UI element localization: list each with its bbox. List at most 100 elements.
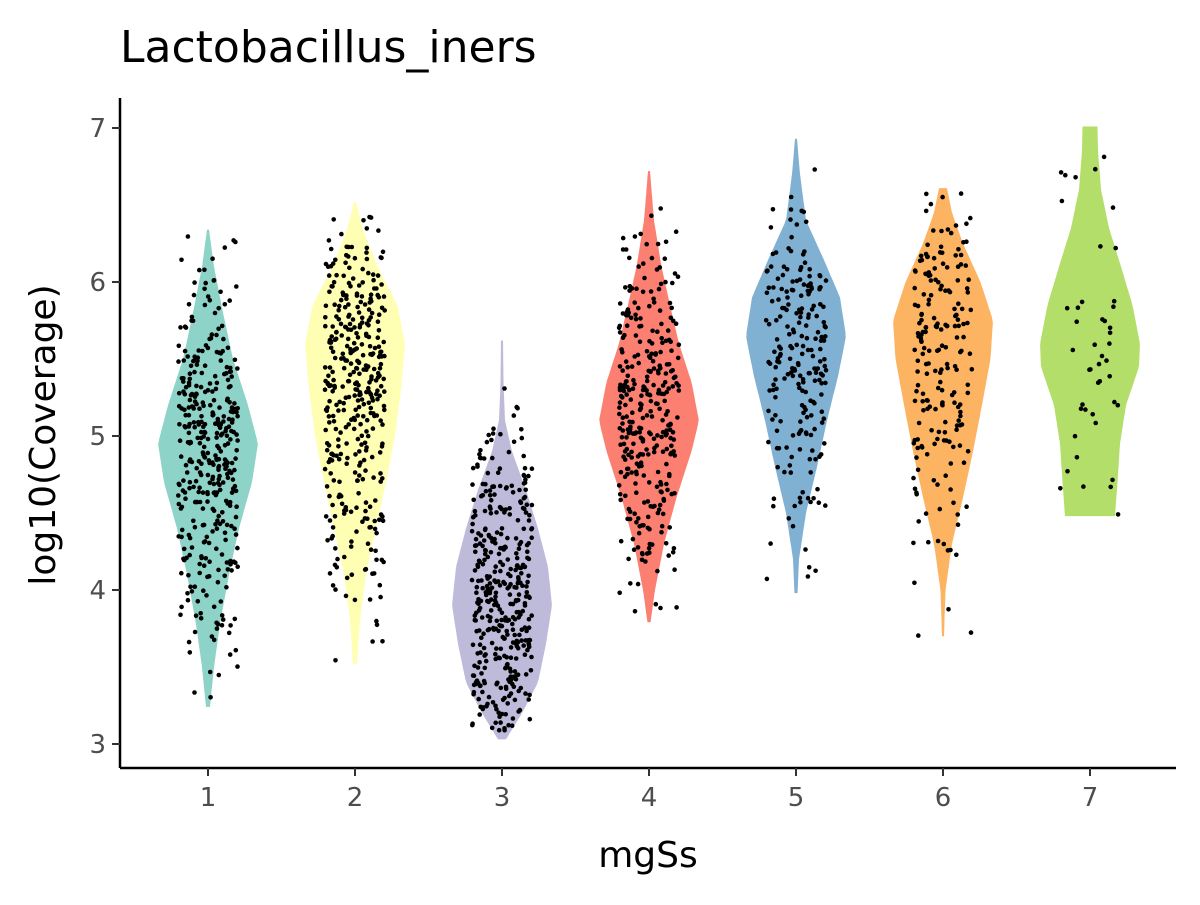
data-point	[623, 359, 629, 364]
data-point	[914, 388, 919, 394]
data-point	[186, 532, 192, 538]
y-tick-label: 3	[89, 730, 106, 760]
data-point	[764, 290, 770, 296]
data-point	[202, 539, 208, 544]
data-point	[228, 623, 233, 628]
violin-7	[1040, 126, 1140, 517]
data-point	[361, 218, 366, 223]
data-point	[360, 280, 366, 285]
data-point	[671, 546, 677, 551]
data-point	[952, 364, 958, 369]
data-point	[234, 409, 239, 415]
data-point	[806, 291, 811, 297]
data-point	[226, 416, 232, 422]
data-point	[1081, 484, 1086, 489]
data-point	[948, 487, 953, 492]
data-point	[343, 260, 348, 266]
data-point	[364, 321, 370, 326]
data-point	[961, 334, 966, 340]
data-point	[937, 250, 943, 255]
data-point	[495, 579, 501, 584]
data-point	[489, 437, 494, 443]
data-point	[327, 289, 332, 295]
data-point	[380, 441, 385, 447]
data-point	[494, 618, 500, 624]
data-point	[211, 604, 217, 610]
data-point	[326, 373, 331, 379]
data-point	[197, 470, 203, 475]
data-point	[632, 381, 637, 387]
data-point	[511, 439, 517, 445]
data-point	[207, 559, 212, 564]
data-point	[356, 404, 362, 410]
data-point	[932, 441, 937, 447]
data-point	[675, 355, 681, 361]
data-point	[516, 575, 521, 580]
data-point	[623, 402, 628, 408]
data-point	[362, 302, 368, 307]
data-point	[496, 655, 501, 660]
data-point	[346, 302, 351, 307]
data-point	[224, 398, 230, 403]
data-point	[480, 493, 486, 498]
data-point	[339, 501, 345, 507]
data-point	[924, 371, 930, 377]
data-point	[376, 344, 382, 350]
data-point	[372, 345, 378, 351]
data-point	[220, 510, 225, 515]
data-point	[781, 264, 787, 270]
data-point	[480, 561, 486, 567]
data-point	[214, 332, 219, 338]
points-group-3	[469, 386, 535, 733]
data-point	[920, 391, 926, 397]
data-point	[359, 315, 365, 321]
data-point	[226, 630, 232, 636]
data-point	[926, 361, 931, 366]
data-point	[938, 370, 943, 376]
data-point	[497, 607, 503, 612]
data-point	[350, 317, 356, 322]
data-point	[526, 573, 531, 579]
data-point	[929, 428, 934, 433]
data-point	[187, 479, 193, 485]
data-point	[1099, 353, 1105, 359]
data-point	[912, 268, 918, 273]
data-point	[640, 437, 646, 442]
data-point	[223, 466, 228, 472]
data-point	[499, 623, 505, 629]
data-point	[374, 557, 379, 563]
data-point	[381, 339, 387, 345]
data-point	[334, 272, 339, 278]
data-point	[768, 264, 774, 269]
data-point	[487, 488, 493, 493]
data-point	[815, 486, 820, 492]
data-point	[1115, 402, 1121, 408]
data-point	[636, 264, 641, 269]
data-point	[178, 325, 183, 330]
data-point	[633, 312, 638, 318]
data-point	[333, 658, 338, 663]
data-point	[216, 305, 221, 311]
data-point	[663, 338, 669, 344]
data-point	[657, 308, 663, 313]
data-point	[798, 428, 804, 433]
data-point	[924, 191, 929, 197]
data-point	[196, 348, 201, 353]
data-point	[475, 562, 480, 568]
data-point	[524, 590, 530, 595]
data-point	[821, 338, 827, 343]
data-point	[651, 449, 657, 455]
data-point	[522, 625, 528, 630]
data-point	[636, 464, 642, 469]
data-point	[648, 398, 654, 404]
data-point	[357, 473, 362, 478]
data-point	[374, 622, 380, 628]
data-point	[347, 265, 352, 271]
data-point	[343, 593, 349, 599]
data-point	[201, 444, 207, 450]
data-point	[346, 244, 351, 250]
data-point	[646, 354, 652, 359]
data-point	[503, 712, 509, 717]
data-point	[936, 279, 941, 285]
data-point	[191, 292, 197, 298]
